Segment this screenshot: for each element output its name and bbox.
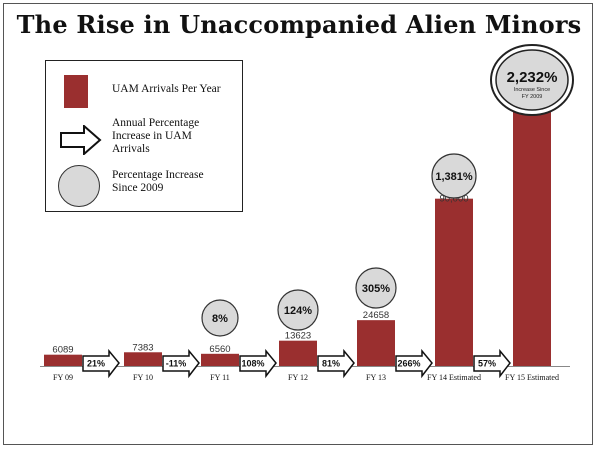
bar-1 (124, 352, 162, 366)
since-2009-circle-3 (277, 289, 319, 331)
annual-increase-label-3: 81% (322, 359, 340, 369)
legend-bar-label: UAM Arrivals Per Year (112, 83, 221, 95)
legend-arrow-label: Annual Percentage Increase in UAM Arriva… (112, 117, 200, 155)
annual-increase-label-0: 21% (87, 359, 105, 369)
bar-5 (435, 198, 473, 366)
x-tick-label-0: FY 09 (53, 373, 73, 382)
legend-bar-swatch (64, 75, 88, 108)
annual-increase-label-2: 108% (241, 359, 264, 369)
annual-increase-arrow-2: 108% (239, 348, 277, 379)
value-label-1: 7383 (132, 342, 153, 353)
since-2009-circle-4 (355, 267, 397, 309)
since-2009-circle-5 (431, 153, 477, 199)
bar-0 (44, 354, 82, 366)
x-tick-label-4: FY 13 (366, 373, 386, 382)
value-label-0: 6089 (52, 345, 73, 356)
value-label-3: 13623 (285, 331, 311, 342)
annual-increase-arrow-5: 57% (473, 348, 511, 379)
bar-6 (513, 102, 551, 366)
x-tick-label-1: FY 10 (133, 373, 153, 382)
legend: UAM Arrivals Per Year Annual Percentage … (45, 60, 243, 212)
since-2009-label-5: 1,381% (435, 171, 473, 183)
annual-increase-arrow-1: -11% (162, 348, 200, 379)
x-tick-label-2: FY 11 (210, 373, 230, 382)
bar-3 (279, 340, 317, 366)
chart-title: The Rise in Unaccompanied Alien Minors (16, 10, 582, 39)
x-tick-label-3: FY 12 (288, 373, 308, 382)
legend-circle-icon (58, 165, 100, 207)
annual-increase-arrow-3: 81% (317, 348, 355, 379)
annual-increase-arrow-0: 21% (82, 348, 120, 379)
final-badge-caption-1: Increase Since (514, 87, 550, 93)
bar-2 (201, 353, 239, 366)
since-2009-label-6: 2,232% (507, 69, 558, 86)
annual-increase-label-5: 57% (478, 359, 496, 369)
x-tick-label-6: FY 15 Estimated (505, 373, 559, 382)
legend-circle-label: Percentage Increase Since 2009 (112, 169, 204, 194)
since-2009-circle-2 (201, 299, 239, 337)
final-badge-circle (495, 49, 569, 111)
value-label-5: 90,000 (439, 194, 468, 205)
value-label-2: 6560 (209, 344, 230, 355)
bar-4 (357, 320, 395, 366)
annual-increase-label-4: 266% (397, 359, 420, 369)
since-2009-label-2: 8% (212, 313, 228, 325)
x-tick-label-5: FY 14 Estimated (427, 373, 481, 382)
annual-increase-label-1: -11% (166, 359, 187, 369)
final-badge-caption-2: FY 2009 (522, 94, 543, 100)
annual-increase-arrow-4: 266% (395, 348, 433, 379)
arrow-icon (60, 125, 102, 155)
since-2009-label-3: 124% (284, 305, 312, 317)
since-2009-label-4: 305% (362, 283, 390, 295)
value-label-4: 24658 (363, 310, 389, 321)
